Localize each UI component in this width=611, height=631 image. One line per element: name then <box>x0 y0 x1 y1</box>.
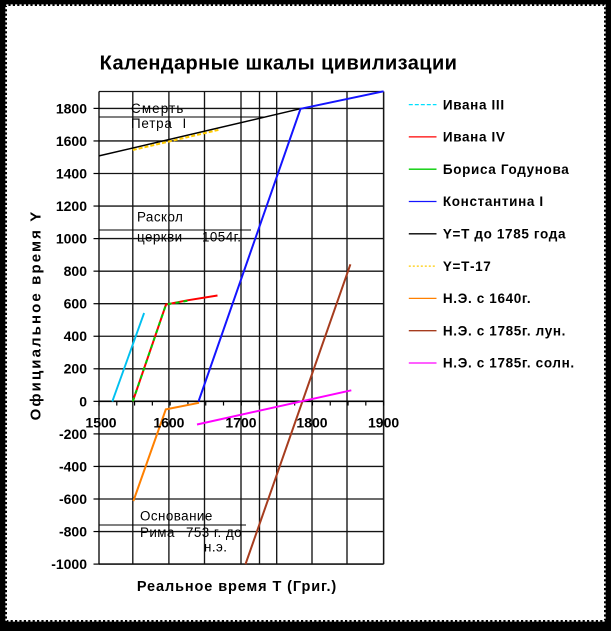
svg-text:Бориса Годунова: Бориса Годунова <box>443 162 570 177</box>
svg-text:Y=Т-17: Y=Т-17 <box>443 259 492 274</box>
svg-text:1800: 1800 <box>56 100 87 116</box>
svg-text:1900: 1900 <box>368 415 399 431</box>
svg-text:Смерть: Смерть <box>131 101 185 116</box>
svg-text:1000: 1000 <box>56 231 87 247</box>
svg-text:церкви: церкви <box>137 230 183 245</box>
svg-text:Н.Э. с 1785г. солн.: Н.Э. с 1785г. солн. <box>443 356 575 371</box>
svg-text:Рима: Рима <box>140 525 175 540</box>
svg-text:Y=Т до 1785 года: Y=Т до 1785 года <box>443 227 566 242</box>
svg-text:1700: 1700 <box>225 415 256 431</box>
svg-text:Реальное время Т (Григ.): Реальное время Т (Григ.) <box>137 579 337 595</box>
svg-text:I: I <box>183 116 187 131</box>
svg-text:1600: 1600 <box>153 415 184 431</box>
svg-text:1054г.: 1054г. <box>202 230 241 245</box>
svg-text:Ивана IV: Ивана IV <box>443 130 506 145</box>
svg-text:-1000: -1000 <box>51 556 87 572</box>
svg-text:200: 200 <box>64 361 88 377</box>
svg-text:Календарные шкалы цивилизации: Календарные шкалы цивилизации <box>100 53 458 75</box>
svg-text:-600: -600 <box>59 491 87 507</box>
svg-text:Раскол: Раскол <box>137 210 183 225</box>
svg-text:Н.Э. с 1640г.: Н.Э. с 1640г. <box>443 291 531 306</box>
svg-text:1400: 1400 <box>56 165 87 181</box>
svg-text:-200: -200 <box>59 426 87 442</box>
svg-text:600: 600 <box>64 296 88 312</box>
svg-text:753 г. до: 753 г. до <box>186 525 242 540</box>
svg-text:-800: -800 <box>59 523 87 539</box>
svg-text:0: 0 <box>79 393 87 409</box>
svg-text:800: 800 <box>64 263 88 279</box>
svg-text:Официальное время Y: Официальное время Y <box>28 210 45 421</box>
svg-text:-400: -400 <box>59 458 87 474</box>
svg-text:Н.Э. с 1785г. лун.: Н.Э. с 1785г. лун. <box>443 323 566 338</box>
svg-text:Константина I: Константина I <box>443 194 544 209</box>
svg-text:1500: 1500 <box>85 415 116 431</box>
svg-text:Ивана III: Ивана III <box>443 97 505 112</box>
svg-text:1200: 1200 <box>56 198 87 214</box>
svg-text:400: 400 <box>64 328 88 344</box>
svg-text:1800: 1800 <box>296 415 327 431</box>
svg-text:1600: 1600 <box>56 133 87 149</box>
svg-text:Основание: Основание <box>140 509 213 524</box>
svg-text:Петра: Петра <box>131 116 173 131</box>
svg-text:н.э.: н.э. <box>204 540 227 555</box>
